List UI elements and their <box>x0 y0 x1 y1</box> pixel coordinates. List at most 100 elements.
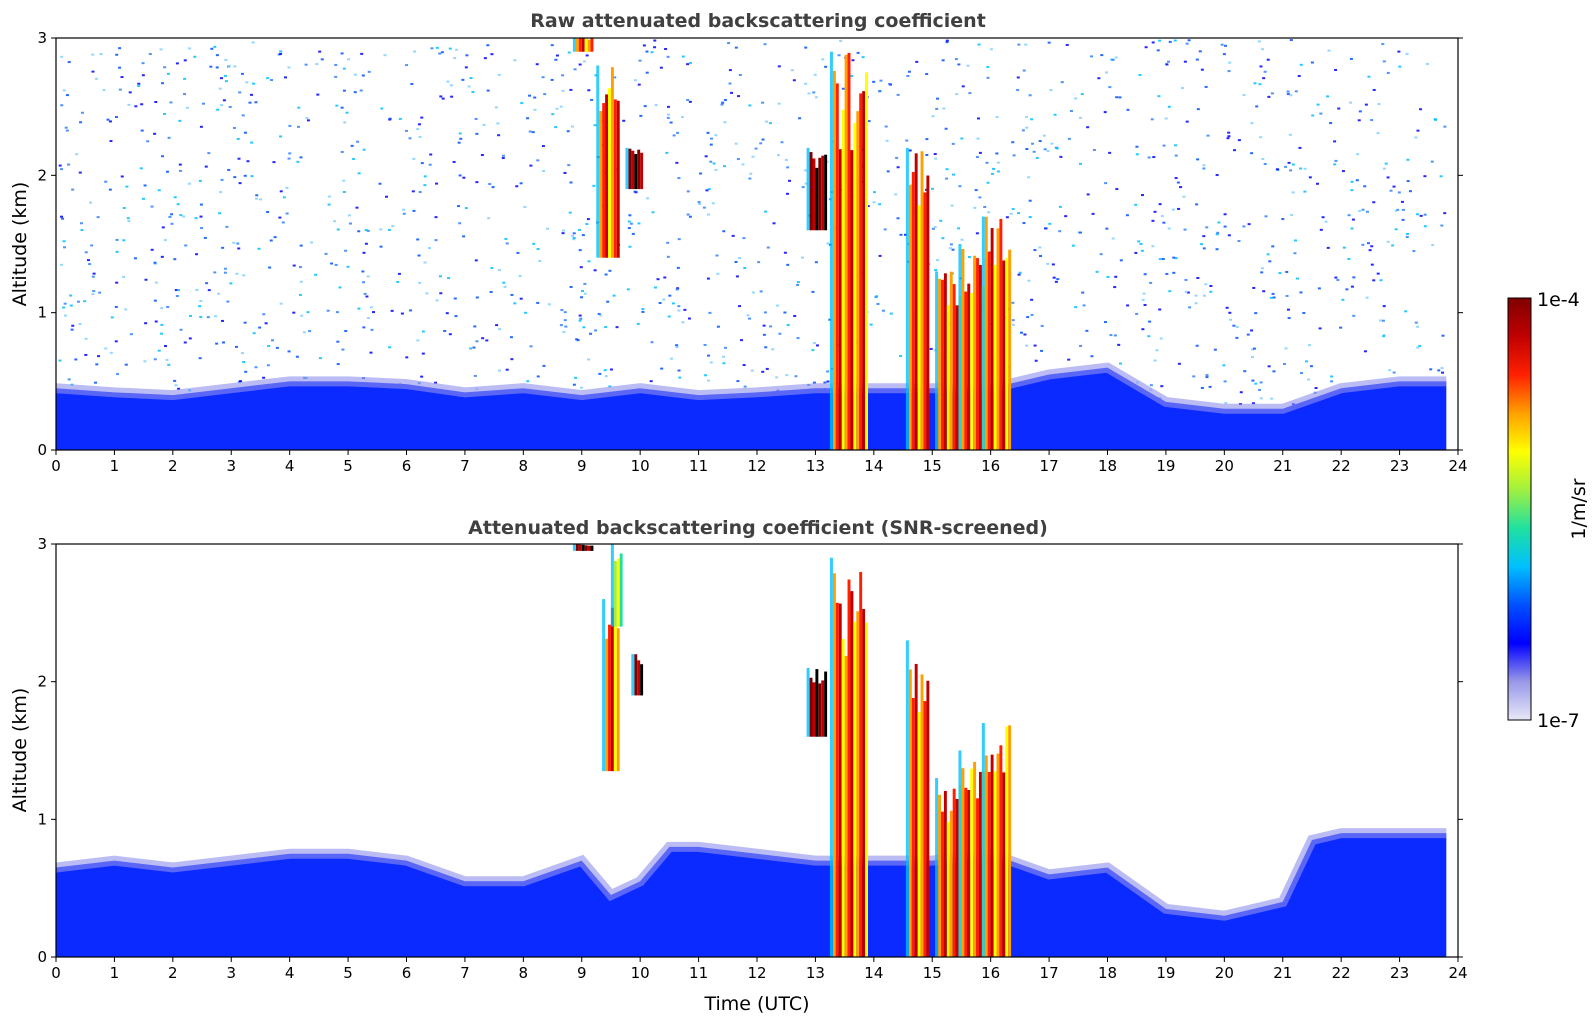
noise-cell <box>390 309 394 312</box>
noise-cell <box>58 359 62 362</box>
noise-cell <box>594 329 598 332</box>
noise-cell <box>1202 235 1206 238</box>
noise-cell <box>769 325 773 328</box>
cloud-cell <box>914 663 918 957</box>
noise-cell <box>637 222 641 225</box>
noise-cell <box>1289 169 1293 172</box>
noise-cell <box>796 283 800 286</box>
noise-cell <box>861 56 865 59</box>
noise-cell <box>1348 101 1352 104</box>
noise-cell <box>369 351 373 354</box>
cloud-cell <box>821 680 825 737</box>
x-tick-label: 13 <box>806 457 825 475</box>
noise-cell <box>826 242 830 245</box>
noise-cell <box>764 346 768 349</box>
noise-cell <box>210 47 214 50</box>
noise-cell <box>452 160 456 163</box>
noise-cell <box>885 139 889 142</box>
noise-cell <box>1361 208 1365 211</box>
noise-cell <box>555 54 559 57</box>
noise-cell <box>232 126 236 129</box>
noise-cell <box>1401 208 1405 211</box>
noise-cell <box>615 326 619 329</box>
noise-cell <box>1381 43 1385 46</box>
noise-cell <box>378 182 382 185</box>
noise-cell <box>1358 110 1362 113</box>
noise-cell <box>141 62 145 65</box>
noise-cell <box>1184 278 1188 281</box>
noise-cell <box>1185 42 1189 45</box>
cloud-cell <box>587 545 591 551</box>
noise-cell <box>1268 260 1272 263</box>
noise-cell <box>224 80 228 83</box>
noise-cell <box>875 295 879 298</box>
cloud-cell <box>917 205 921 450</box>
noise-cell <box>786 263 790 266</box>
noise-cell <box>1365 296 1369 299</box>
noise-cell <box>467 85 471 88</box>
noise-cell <box>1226 137 1230 140</box>
noise-cell <box>397 272 401 275</box>
noise-cell <box>1011 319 1015 322</box>
noise-cell <box>523 205 527 208</box>
noise-cell <box>272 161 276 164</box>
noise-cell <box>443 329 447 332</box>
noise-cell <box>115 53 119 56</box>
noise-cell <box>714 168 718 171</box>
noise-cell <box>199 215 203 218</box>
cloud-cell <box>818 683 822 737</box>
noise-cell <box>587 89 591 92</box>
noise-cell <box>198 357 202 360</box>
noise-cell <box>1215 233 1219 236</box>
cloud-edge-cell <box>806 667 810 737</box>
noise-cell <box>296 160 300 163</box>
cloud-cell <box>610 607 614 772</box>
noise-cell <box>1005 216 1009 219</box>
noise-cell <box>578 63 582 66</box>
noise-cell <box>1412 250 1416 253</box>
noise-cell <box>486 89 490 92</box>
noise-cell <box>1308 176 1312 179</box>
cloud-cell <box>920 151 924 450</box>
noise-cell <box>814 261 818 264</box>
noise-cell <box>262 313 266 316</box>
noise-cell <box>1356 153 1360 156</box>
y-tick-label: 3 <box>37 535 47 553</box>
noise-cell <box>883 228 887 231</box>
noise-cell <box>1382 167 1386 170</box>
noise-cell <box>572 383 576 386</box>
noise-cell <box>1257 40 1261 43</box>
panel-raw-plot-area <box>56 38 1447 450</box>
noise-cell <box>501 154 505 157</box>
noise-cell <box>241 352 245 355</box>
noise-cell <box>653 286 657 289</box>
noise-cell <box>1416 213 1420 216</box>
noise-cell <box>748 104 752 107</box>
noise-cell <box>115 250 119 253</box>
noise-cell <box>794 375 798 378</box>
cloud-cell <box>1008 249 1012 450</box>
noise-cell <box>438 52 442 55</box>
noise-cell <box>757 261 761 264</box>
cloud-edge-cell <box>935 271 939 450</box>
cloud-edge-cell <box>905 640 909 957</box>
noise-cell <box>1213 348 1217 351</box>
cloud-cell <box>941 811 944 957</box>
noise-cell <box>1125 214 1129 217</box>
noise-cell <box>168 215 172 218</box>
noise-cell <box>1275 168 1279 171</box>
cloud-cell <box>619 553 623 627</box>
noise-cell <box>173 379 177 382</box>
noise-cell <box>398 117 402 120</box>
cloud-cell <box>961 248 965 450</box>
y-tick-label: 2 <box>37 166 47 184</box>
noise-cell <box>170 222 174 225</box>
noise-cell <box>335 104 339 107</box>
noise-cell <box>542 170 546 173</box>
noise-cell <box>1329 122 1333 125</box>
noise-cell <box>889 312 893 315</box>
noise-cell <box>1397 50 1401 53</box>
noise-cell <box>1148 320 1152 323</box>
noise-cell <box>958 185 962 188</box>
noise-cell <box>945 177 949 180</box>
